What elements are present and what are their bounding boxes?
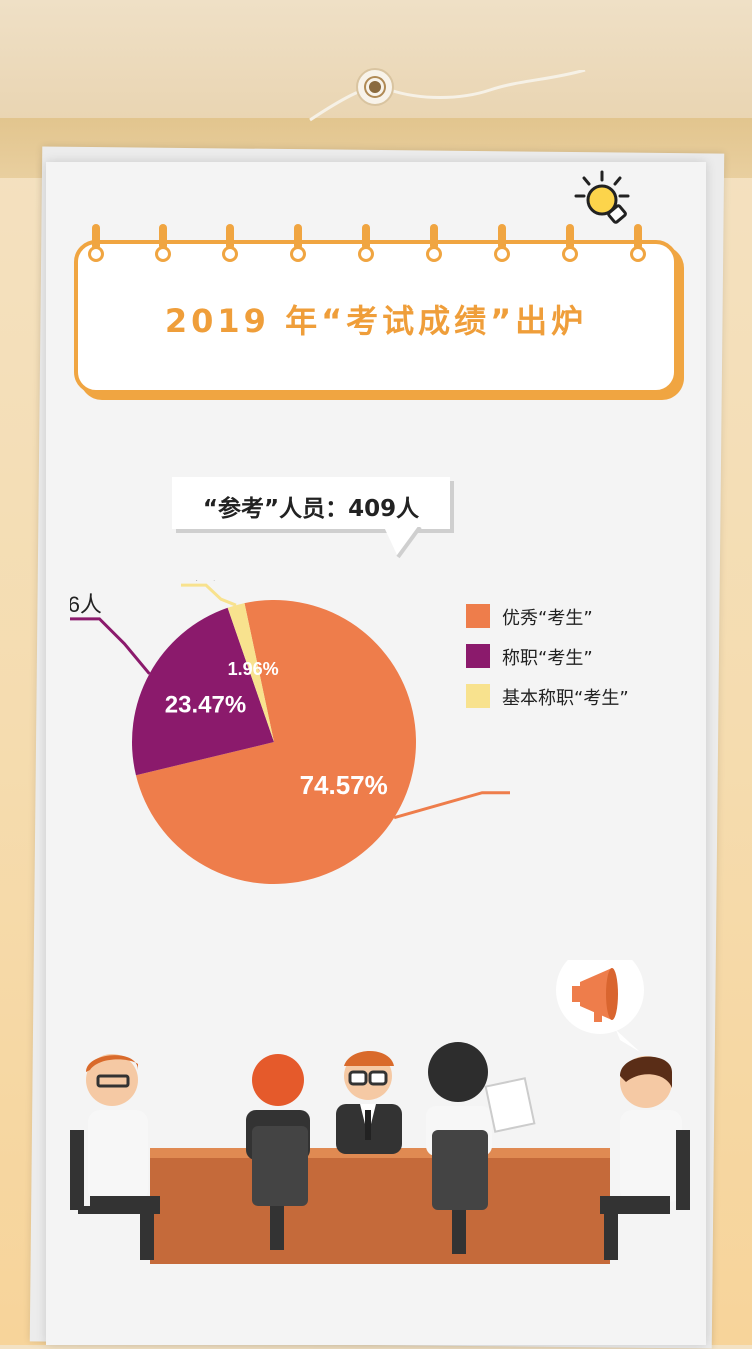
leader-line [393,791,510,820]
meeting-illustration [70,960,690,1264]
bubble-tail [384,527,422,559]
page-title: 2019 年“考试成绩”出炉 [164,302,588,340]
megaphone-icon [556,960,644,1052]
legend-swatch [466,644,490,668]
slice-count-label: 96人 [70,592,102,617]
binder-ring [222,224,238,264]
summary-bubble: “参考”人员：409人 [172,477,450,529]
slice-percent-label: 74.57% [300,770,388,800]
legend-label: 称职“考生” [502,648,593,669]
binder-ring [426,224,442,264]
leader-line [180,583,237,607]
person-left [70,1054,160,1260]
legend-swatch [466,684,490,708]
binder-ring [290,224,306,264]
lightbulb-icon [574,170,630,224]
pie-slice [227,603,274,742]
pie-chart: 74.57%305人23.47%96人1.96%8人 [70,580,510,884]
title-card: 2019 年“考试成绩”出炉 [74,240,678,394]
binder-ring [562,224,578,264]
envelope-string [309,70,586,122]
person-center [336,1051,402,1154]
person-curly [426,1042,536,1254]
binder-ring [88,224,104,264]
legend-label: 优秀“考生” [502,608,593,629]
summary-text: “参考”人员：409人 [202,496,420,522]
legend-label: 基本称职“考生” [502,688,629,709]
person-woman [246,1054,310,1250]
pie-slice [132,607,274,776]
envelope-button [356,68,394,106]
binder-ring [630,224,646,264]
slice-percent-label: 1.96% [228,659,279,679]
binder-ring [155,224,171,264]
pie-slice [135,600,416,884]
legend-swatch [466,604,490,628]
slice-percent-label: 23.47% [165,691,246,718]
leader-line [70,617,151,675]
slice-count-label: 8人 [182,580,216,584]
binder-ring [358,224,374,264]
person-right [600,1056,690,1260]
binder-ring [494,224,510,264]
